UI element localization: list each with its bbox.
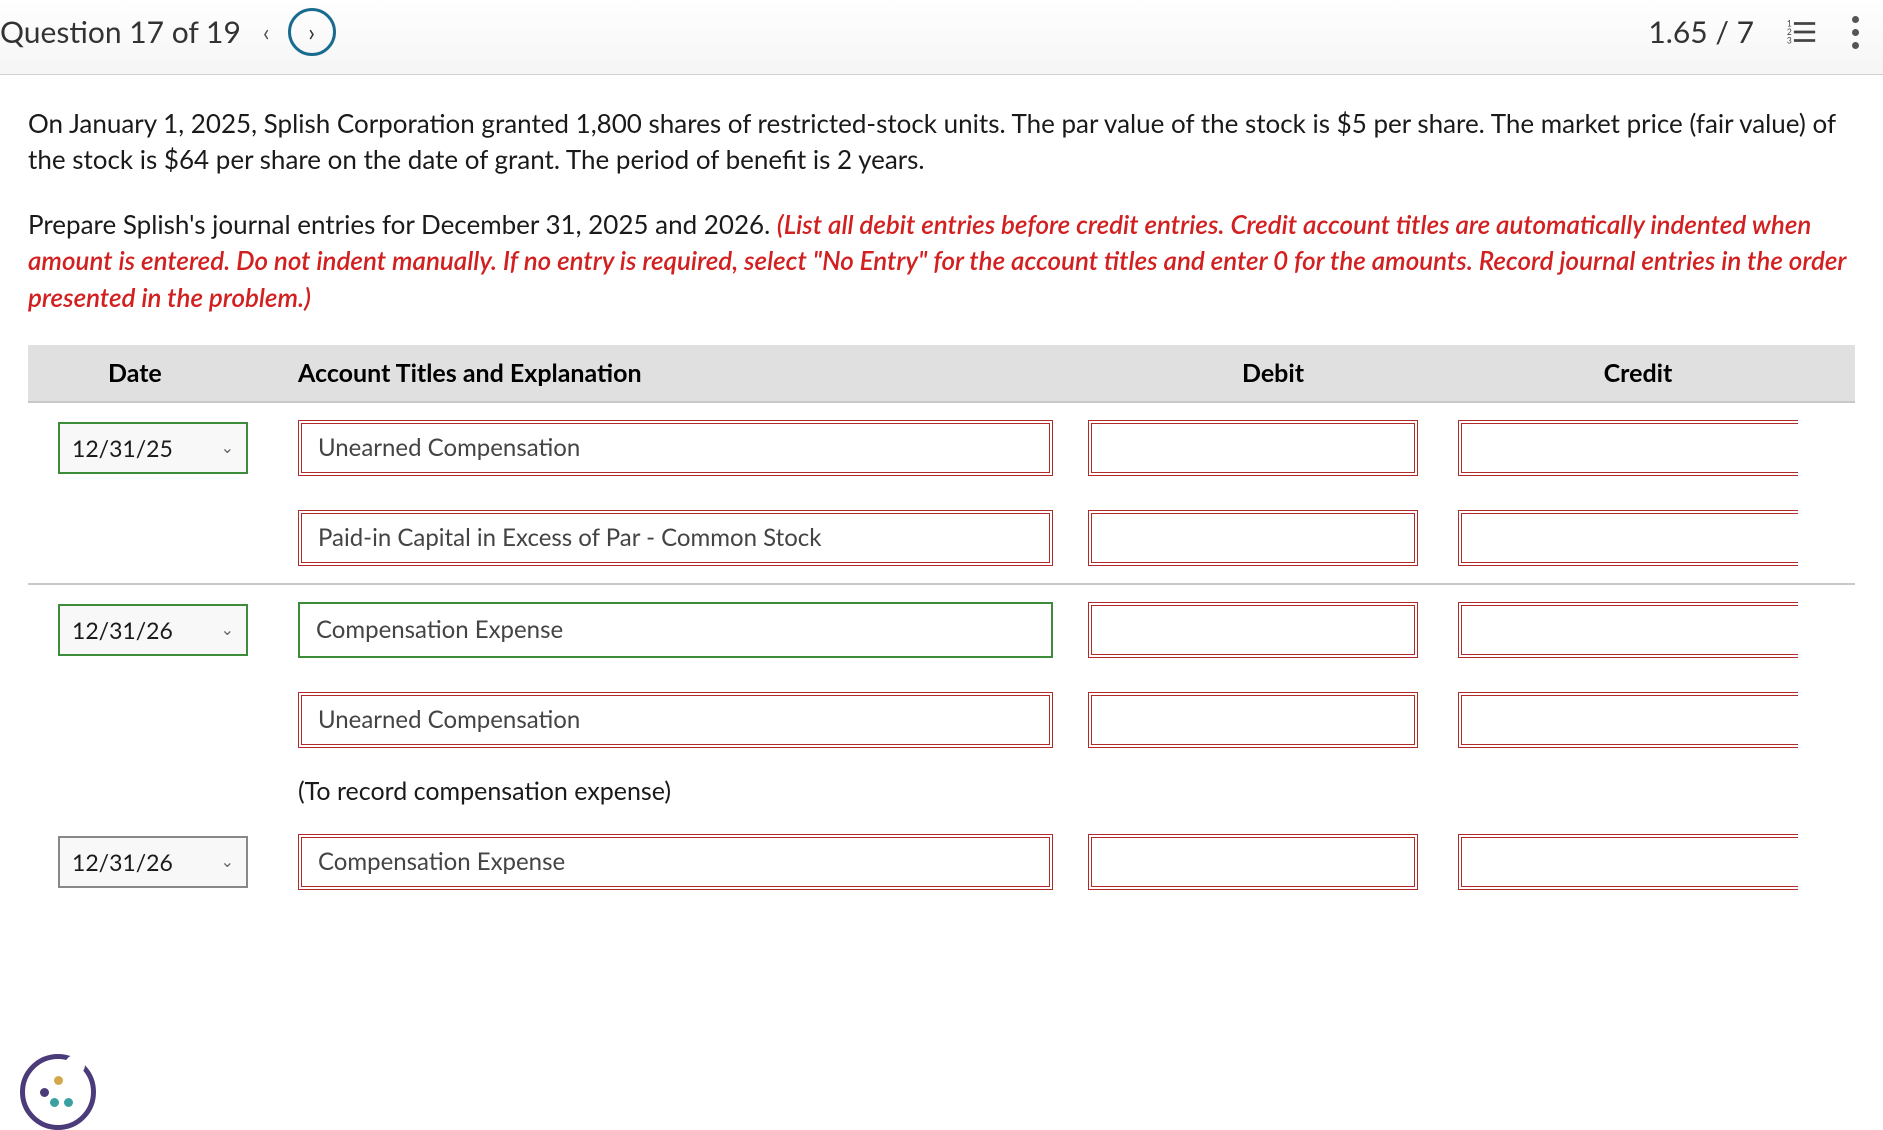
account-title-input[interactable]: Compensation Expense xyxy=(298,602,1053,658)
credit-input[interactable] xyxy=(1458,692,1798,748)
date-cell: 12/31/26 ⌄ xyxy=(28,604,298,656)
account-cell: (To record compensation expense) xyxy=(298,770,1088,812)
prev-question-icon[interactable]: ‹ xyxy=(263,18,270,47)
svg-text:3: 3 xyxy=(1787,35,1792,45)
account-title-input[interactable]: Compensation Expense xyxy=(298,834,1053,890)
credit-input[interactable] xyxy=(1458,510,1798,566)
score-display: 1.65 / 7 xyxy=(1648,14,1754,50)
credit-input[interactable] xyxy=(1458,420,1798,476)
credit-cell xyxy=(1458,420,1818,476)
date-select[interactable]: 12/31/26 ⌄ xyxy=(58,604,248,656)
problem-paragraph-2: Prepare Splish's journal entries for Dec… xyxy=(28,206,1855,315)
account-value: Unearned Compensation xyxy=(318,433,580,462)
date-cell: 12/31/25 ⌄ xyxy=(28,422,298,474)
credit-cell xyxy=(1458,510,1818,566)
next-question-icon[interactable]: › xyxy=(288,8,336,56)
credit-cell xyxy=(1458,602,1818,658)
question-number: Question 17 of 19 xyxy=(0,14,241,50)
table-row: Unearned Compensation xyxy=(28,675,1855,765)
debit-cell xyxy=(1088,420,1458,476)
debit-cell xyxy=(1088,834,1458,890)
date-select[interactable]: 12/31/26 ⌄ xyxy=(58,836,248,888)
nav-arrows: ‹ › xyxy=(263,8,336,56)
credit-input[interactable] xyxy=(1458,834,1798,890)
entry-note: (To record compensation expense) xyxy=(298,770,1058,812)
account-cell: Compensation Expense xyxy=(298,602,1088,658)
chevron-down-icon: ⌄ xyxy=(221,438,234,457)
debit-input[interactable] xyxy=(1088,692,1418,748)
header-left: Question 17 of 19 ‹ › xyxy=(0,8,336,56)
date-cell: 12/31/26 ⌄ xyxy=(28,836,298,888)
chevron-down-icon: ⌄ xyxy=(221,620,234,639)
table-row: 12/31/26 ⌄ Compensation Expense xyxy=(28,817,1855,907)
table-row: 12/31/26 ⌄ Compensation Expense xyxy=(28,585,1855,675)
account-value: Unearned Compensation xyxy=(318,705,580,734)
account-title-input[interactable]: Unearned Compensation xyxy=(298,692,1053,748)
problem-instruction-prefix: Prepare Splish's journal entries for Dec… xyxy=(28,208,777,240)
credit-cell xyxy=(1458,834,1818,890)
account-cell: Unearned Compensation xyxy=(298,420,1088,476)
account-title-input[interactable]: Paid-in Capital in Excess of Par - Commo… xyxy=(298,510,1053,566)
cookie-consent-icon[interactable] xyxy=(20,1054,96,1130)
table-row: 12/31/25 ⌄ Unearned Compensation xyxy=(28,403,1855,493)
account-cell: Paid-in Capital in Excess of Par - Commo… xyxy=(298,510,1088,566)
chevron-down-icon: ⌄ xyxy=(221,852,234,871)
account-value: Paid-in Capital in Excess of Par - Commo… xyxy=(318,523,821,552)
account-title-input[interactable]: Unearned Compensation xyxy=(298,420,1053,476)
more-options-icon[interactable] xyxy=(1848,12,1863,53)
date-value: 12/31/25 xyxy=(72,434,173,462)
debit-cell xyxy=(1088,510,1458,566)
account-value: Compensation Expense xyxy=(316,615,563,644)
debit-input[interactable] xyxy=(1088,602,1418,658)
account-cell: Compensation Expense xyxy=(298,834,1088,890)
question-list-icon[interactable]: 1 2 3 xyxy=(1784,15,1818,49)
problem-text: On January 1, 2025, Splish Corporation g… xyxy=(28,105,1855,315)
date-value: 12/31/26 xyxy=(72,616,173,644)
date-value: 12/31/26 xyxy=(72,848,173,876)
question-content: On January 1, 2025, Splish Corporation g… xyxy=(0,75,1883,907)
debit-input[interactable] xyxy=(1088,420,1418,476)
col-header-debit: Debit xyxy=(1088,358,1458,388)
table-row: (To record compensation expense) xyxy=(28,765,1855,817)
date-select[interactable]: 12/31/25 ⌄ xyxy=(58,422,248,474)
credit-input[interactable] xyxy=(1458,602,1798,658)
header-right: 1.65 / 7 1 2 3 xyxy=(1648,12,1863,53)
journal-entry-table: Date Account Titles and Explanation Debi… xyxy=(28,345,1855,907)
debit-input[interactable] xyxy=(1088,834,1418,890)
problem-paragraph-1: On January 1, 2025, Splish Corporation g… xyxy=(28,105,1855,178)
table-header-row: Date Account Titles and Explanation Debi… xyxy=(28,345,1855,403)
table-body: 12/31/25 ⌄ Unearned Compensation xyxy=(28,403,1855,907)
question-header: Question 17 of 19 ‹ › 1.65 / 7 1 2 3 xyxy=(0,0,1883,75)
account-cell: Unearned Compensation xyxy=(298,692,1088,748)
table-row: Paid-in Capital in Excess of Par - Commo… xyxy=(28,493,1855,583)
debit-cell xyxy=(1088,692,1458,748)
col-header-credit: Credit xyxy=(1458,358,1818,388)
debit-cell xyxy=(1088,602,1458,658)
account-value: Compensation Expense xyxy=(318,847,565,876)
col-header-date: Date xyxy=(28,358,298,388)
col-header-account: Account Titles and Explanation xyxy=(298,358,1088,388)
debit-input[interactable] xyxy=(1088,510,1418,566)
credit-cell xyxy=(1458,692,1818,748)
